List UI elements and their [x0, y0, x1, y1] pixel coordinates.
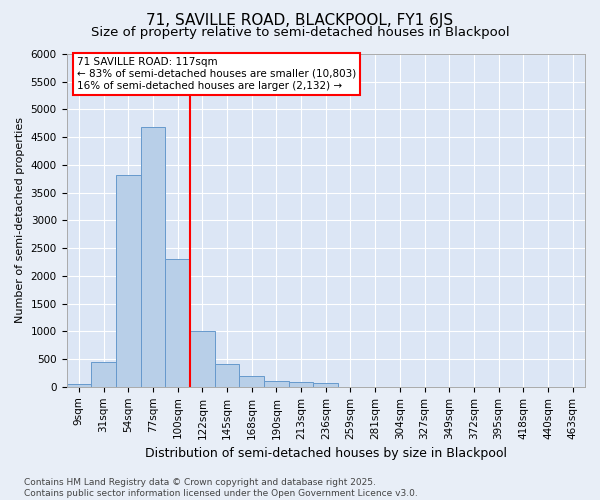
Text: 71, SAVILLE ROAD, BLACKPOOL, FY1 6JS: 71, SAVILLE ROAD, BLACKPOOL, FY1 6JS — [146, 12, 454, 28]
Bar — [116, 175, 140, 387]
Bar — [289, 382, 313, 387]
Bar — [67, 384, 91, 387]
Bar — [239, 376, 264, 387]
Bar — [190, 332, 215, 387]
Bar — [165, 259, 190, 387]
Text: Size of property relative to semi-detached houses in Blackpool: Size of property relative to semi-detach… — [91, 26, 509, 39]
Bar — [140, 127, 165, 387]
Bar — [264, 382, 289, 387]
Bar — [91, 362, 116, 387]
Y-axis label: Number of semi-detached properties: Number of semi-detached properties — [15, 118, 25, 324]
Bar — [313, 384, 338, 387]
Text: 71 SAVILLE ROAD: 117sqm
← 83% of semi-detached houses are smaller (10,803)
16% o: 71 SAVILLE ROAD: 117sqm ← 83% of semi-de… — [77, 58, 356, 90]
Bar — [215, 364, 239, 387]
X-axis label: Distribution of semi-detached houses by size in Blackpool: Distribution of semi-detached houses by … — [145, 447, 507, 460]
Text: Contains HM Land Registry data © Crown copyright and database right 2025.
Contai: Contains HM Land Registry data © Crown c… — [24, 478, 418, 498]
